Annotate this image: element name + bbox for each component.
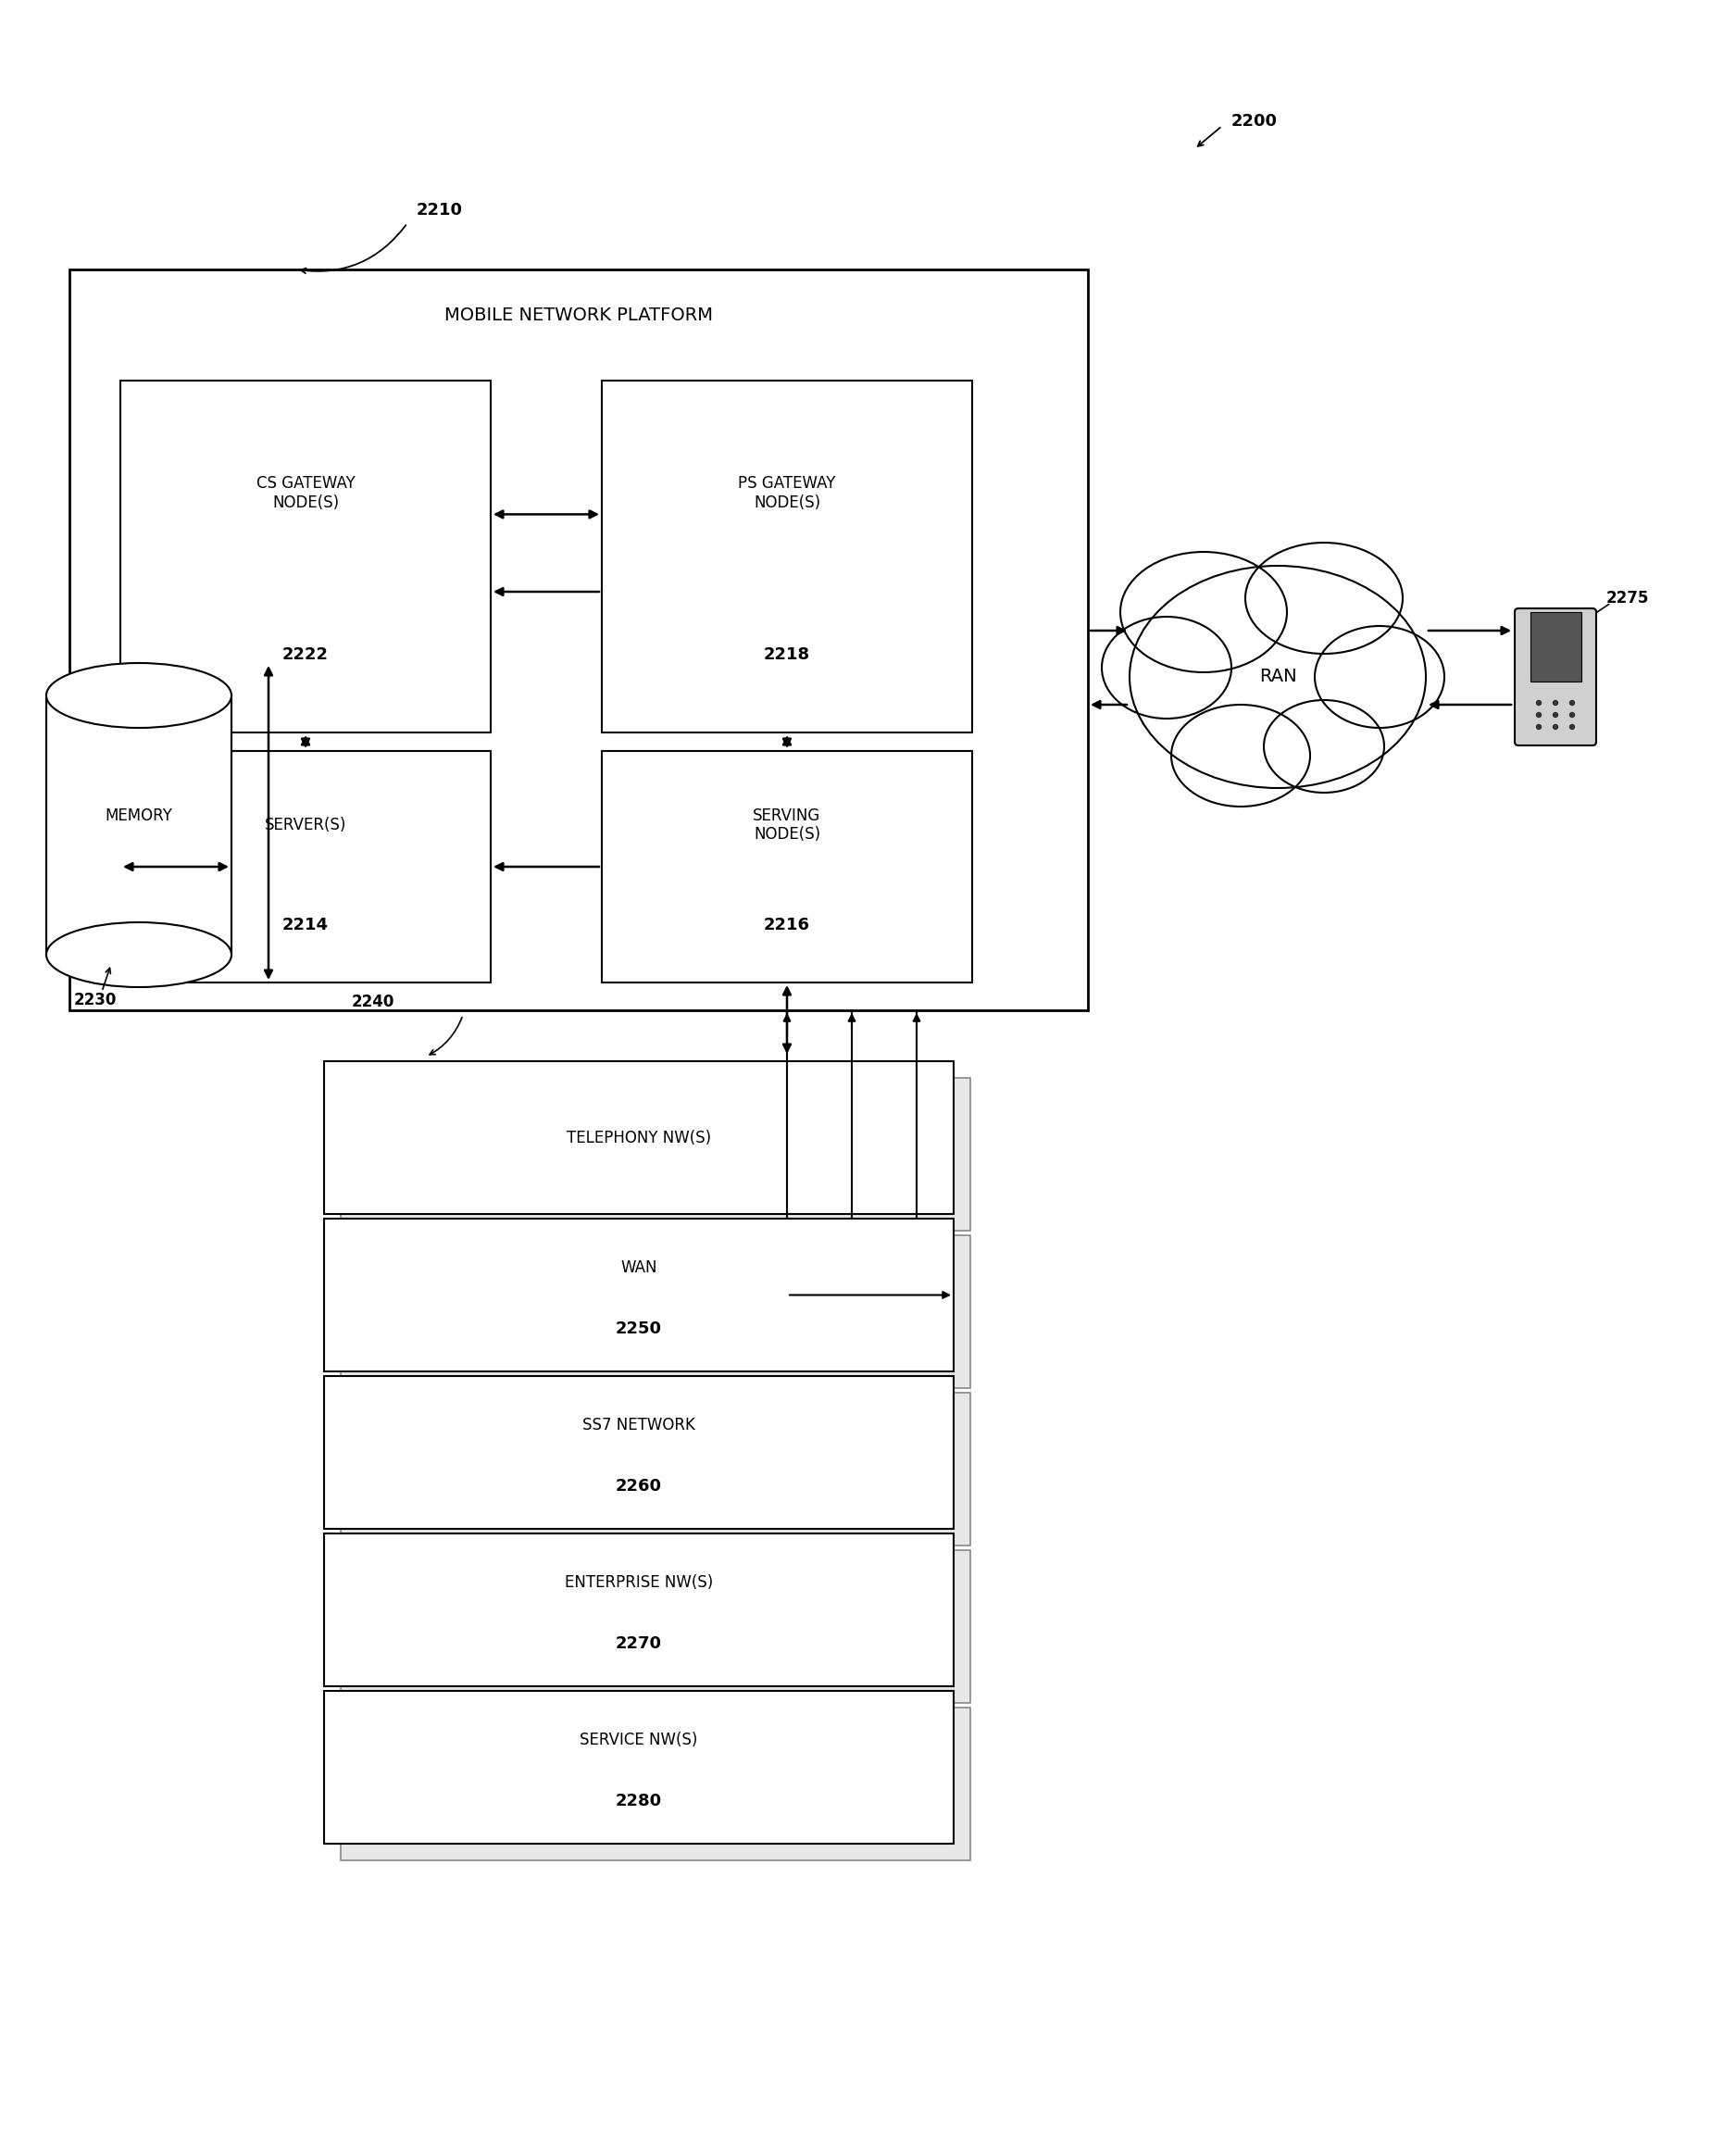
- Ellipse shape: [1120, 552, 1286, 672]
- Bar: [602, 751, 972, 982]
- Bar: [47, 696, 231, 954]
- Bar: [325, 1376, 953, 1528]
- Circle shape: [1554, 725, 1557, 730]
- Bar: [340, 1708, 970, 1860]
- Text: 2250: 2250: [616, 1320, 661, 1338]
- Text: 2200: 2200: [1231, 113, 1278, 131]
- Text: 2214: 2214: [283, 916, 328, 933]
- Text: 2218: 2218: [764, 646, 811, 663]
- Bar: [340, 1079, 970, 1230]
- Circle shape: [1536, 700, 1542, 706]
- Circle shape: [1554, 713, 1557, 717]
- Text: ENTERPRISE NW(S): ENTERPRISE NW(S): [564, 1575, 713, 1590]
- Bar: [340, 1393, 970, 1545]
- Text: SS7 NETWORK: SS7 NETWORK: [583, 1417, 694, 1434]
- Text: SERVING
NODE(S): SERVING NODE(S): [753, 807, 821, 843]
- Text: MOBILE NETWORK PLATFORM: MOBILE NETWORK PLATFORM: [444, 306, 713, 325]
- Ellipse shape: [1264, 700, 1384, 792]
- Text: 2270: 2270: [616, 1635, 661, 1652]
- Text: SERVER(S): SERVER(S): [264, 817, 347, 832]
- Text: WAN: WAN: [620, 1258, 658, 1275]
- Text: 2280: 2280: [616, 1793, 661, 1808]
- Text: FIG. 22: FIG. 22: [823, 1830, 936, 1858]
- Text: PS GATEWAY
NODE(S): PS GATEWAY NODE(S): [738, 475, 835, 511]
- Text: 2210: 2210: [417, 201, 464, 218]
- Ellipse shape: [47, 922, 231, 987]
- Text: 2222: 2222: [283, 646, 328, 663]
- Bar: [69, 270, 1088, 1010]
- Circle shape: [1554, 700, 1557, 706]
- Ellipse shape: [1102, 616, 1231, 719]
- Bar: [120, 381, 491, 732]
- FancyBboxPatch shape: [1516, 608, 1595, 745]
- Bar: [325, 1061, 953, 1213]
- Text: 2240: 2240: [352, 993, 394, 1010]
- Circle shape: [1569, 700, 1575, 706]
- Bar: [602, 381, 972, 732]
- Ellipse shape: [1314, 627, 1444, 728]
- Bar: [325, 1218, 953, 1372]
- Ellipse shape: [47, 663, 231, 728]
- Ellipse shape: [1172, 704, 1311, 807]
- Text: CS GATEWAY
NODE(S): CS GATEWAY NODE(S): [257, 475, 354, 511]
- Bar: [325, 1691, 953, 1845]
- Bar: [1529, 612, 1581, 681]
- Bar: [120, 751, 491, 982]
- Ellipse shape: [1130, 565, 1425, 788]
- Bar: [325, 1534, 953, 1686]
- Circle shape: [1536, 725, 1542, 730]
- Text: 2216: 2216: [764, 916, 811, 933]
- Text: SERVICE NW(S): SERVICE NW(S): [580, 1731, 698, 1748]
- Circle shape: [1569, 713, 1575, 717]
- Text: 2260: 2260: [616, 1479, 661, 1494]
- Ellipse shape: [1245, 544, 1403, 653]
- Circle shape: [1569, 725, 1575, 730]
- Bar: [340, 1235, 970, 1389]
- Text: 2275: 2275: [1606, 591, 1649, 606]
- Bar: [340, 1549, 970, 1703]
- Text: RAN: RAN: [1259, 668, 1297, 685]
- Text: TELEPHONY NW(S): TELEPHONY NW(S): [566, 1130, 712, 1145]
- Text: 2230: 2230: [75, 991, 116, 1008]
- Text: MEMORY: MEMORY: [106, 807, 172, 824]
- Circle shape: [1536, 713, 1542, 717]
